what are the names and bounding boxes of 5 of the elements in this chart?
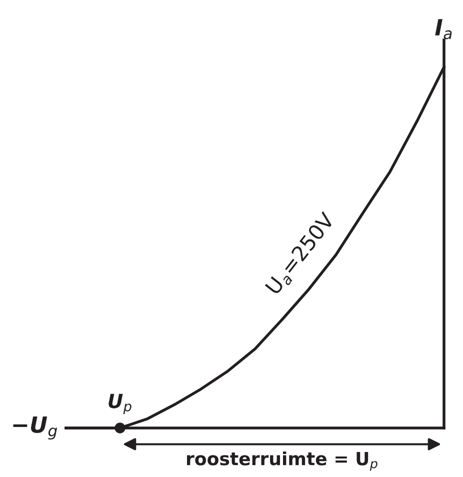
- text: roosterruimte = U$_{p}$: [187, 451, 378, 471]
- x-axis-title: −U$_{g}$: [13, 416, 58, 440]
- y-axis-title: I$_{a}$: [435, 19, 452, 40]
- text: U$_{a}$=250V: [264, 210, 338, 298]
- annotation: U$_{p}$: [108, 394, 132, 414]
